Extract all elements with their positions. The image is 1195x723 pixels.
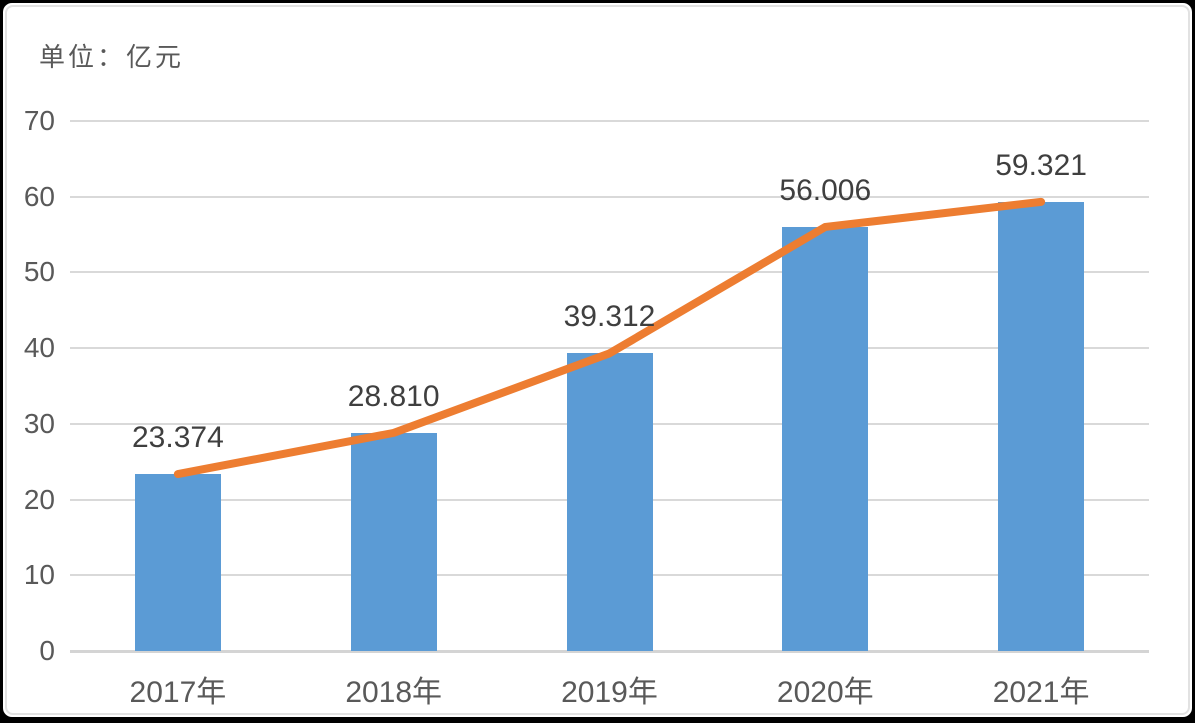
bar-2019年	[566, 353, 653, 651]
x-tick-label: 2020年	[776, 676, 874, 709]
unit-label: 单位：亿元	[39, 42, 185, 72]
data-label-2020年: 56.006	[779, 173, 872, 207]
y-tick-label: 0	[39, 635, 55, 666]
y-tick-label: 10	[23, 559, 55, 591]
line-series	[173, 197, 1046, 479]
bar-2021年	[998, 201, 1085, 651]
y-tick-label: 60	[23, 180, 55, 212]
line-path	[173, 197, 1046, 479]
bar-2020年	[782, 226, 869, 651]
x-tick-label: 2017年	[129, 676, 227, 709]
x-tick-label: 2019年	[561, 676, 658, 709]
gridline-40	[70, 347, 1149, 350]
y-tick-label: 50	[23, 256, 55, 288]
y-tick-label: 40	[23, 332, 55, 364]
data-label-2021年: 59.321	[995, 148, 1087, 182]
plot-area: 0 10 20 30 40 50 60 70 23.374 28.810 39.312 56.006 5…	[3, 3, 1192, 717]
gridline-50	[70, 271, 1149, 274]
y-tick-label: 30	[23, 407, 55, 439]
data-label-2018年: 28.810	[347, 379, 440, 413]
bar-2018年	[350, 432, 437, 651]
y-tick-label: 20	[23, 483, 55, 515]
x-tick-label: 2021年	[992, 676, 1090, 709]
data-label-2019年: 39.312	[563, 300, 656, 334]
y-tick-label: 70	[23, 105, 55, 136]
gridline-70	[70, 120, 1149, 122]
gridline-60	[70, 195, 1149, 198]
x-tick-label: 2018年	[345, 676, 443, 709]
bar-2017年	[134, 474, 221, 651]
data-label-2017年: 23.374	[132, 421, 224, 455]
x-axis-line	[70, 650, 1149, 653]
